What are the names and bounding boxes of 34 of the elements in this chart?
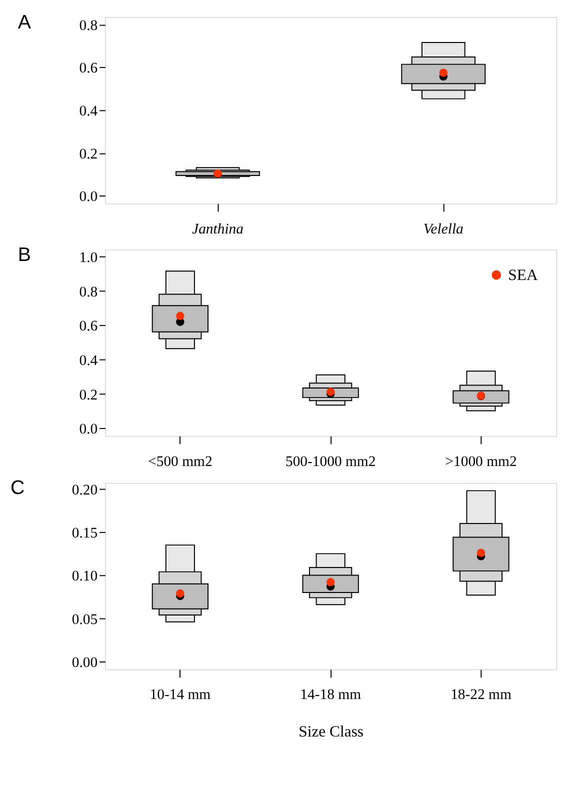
y-tick-label: 0.05 xyxy=(72,612,98,628)
chart-title: A xyxy=(18,12,32,34)
chart-title: B xyxy=(18,244,31,266)
x-tick-label: 18-22 mm xyxy=(450,687,512,704)
y-tick-label: 0.2 xyxy=(79,146,98,162)
x-tick-label: Janthina xyxy=(192,221,244,238)
y-tick-label: 0.00 xyxy=(72,654,98,671)
y-tick-label: 0.8 xyxy=(79,284,98,300)
y-tick-label: 0.10 xyxy=(72,568,98,585)
y-tick-label: 1.0 xyxy=(79,250,98,266)
point xyxy=(176,589,184,598)
x-tick-label: 14-18 mm xyxy=(300,687,362,704)
y-tick-label: 0.8 xyxy=(79,18,98,34)
x-tick-label: >1000 mm2 xyxy=(445,454,517,470)
y-tick-label: 0.6 xyxy=(79,318,98,335)
x-axis-title: Size Class xyxy=(298,724,364,741)
y-tick-label: 0.0 xyxy=(79,422,98,438)
y-tick-label: 0.0 xyxy=(79,189,98,206)
point xyxy=(176,312,184,320)
legend-label: SEA xyxy=(508,266,538,284)
y-tick-label: 0.20 xyxy=(72,482,98,498)
y-tick-label: 0.2 xyxy=(79,387,98,404)
point xyxy=(439,68,448,77)
point xyxy=(326,578,335,586)
x-tick-label: Velella xyxy=(423,221,464,238)
y-tick-label: 0.6 xyxy=(79,60,98,77)
y-tick-label: 0.15 xyxy=(72,526,98,542)
x-tick-label: 500-1000 mm2 xyxy=(285,454,376,470)
x-tick-label: <500 mm2 xyxy=(148,454,212,470)
y-tick-label: 0.4 xyxy=(79,353,98,370)
point xyxy=(476,548,486,557)
chart-title: C xyxy=(10,476,25,499)
x-tick-label: 10-14 mm xyxy=(150,687,212,704)
y-tick-label: 0.4 xyxy=(79,104,98,120)
